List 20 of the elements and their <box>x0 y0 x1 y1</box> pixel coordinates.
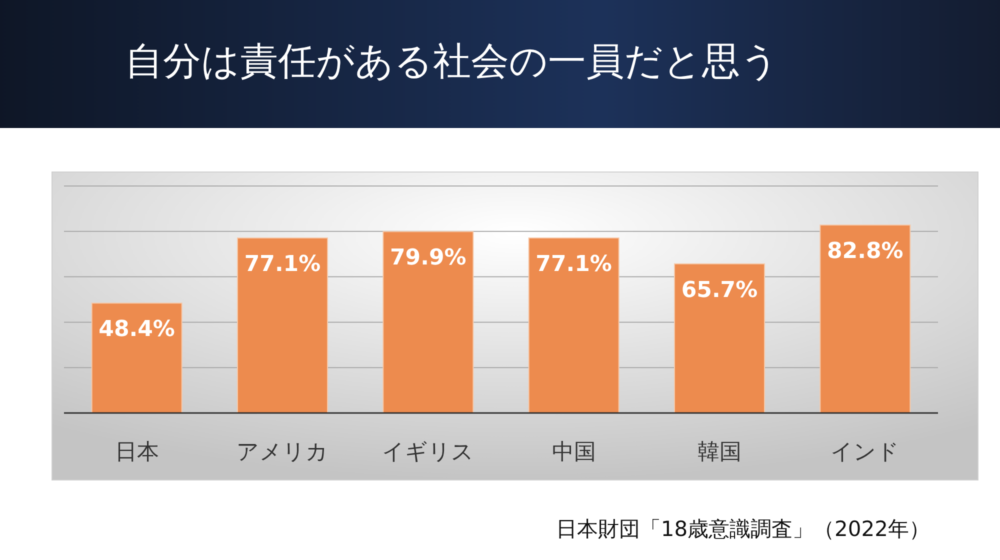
bar <box>820 224 911 414</box>
data-label: 77.1% <box>536 252 612 277</box>
x-tick-label: アメリカ <box>236 440 328 465</box>
chart-title: 自分は責任がある社会の一員だと思う <box>125 39 779 83</box>
x-tick-label: 韓国 <box>698 440 742 465</box>
data-label: 79.9% <box>390 246 466 271</box>
bar <box>528 237 620 414</box>
x-tick-label: イギリス <box>382 440 474 465</box>
data-label: 48.4% <box>98 317 175 342</box>
bar <box>674 263 765 414</box>
x-tick-label: インド <box>830 440 900 465</box>
x-tick-label: 中国 <box>552 440 596 465</box>
text: 日本財団「18歳意識調査」（2022年） <box>556 517 930 541</box>
bar <box>237 237 328 414</box>
bar <box>382 231 474 414</box>
data-label: 77.1% <box>244 252 321 277</box>
data-label: 82.8% <box>827 239 904 264</box>
data-label: 65.7% <box>681 278 758 303</box>
bar <box>91 302 182 414</box>
x-tick-label: 日本 <box>114 440 159 465</box>
